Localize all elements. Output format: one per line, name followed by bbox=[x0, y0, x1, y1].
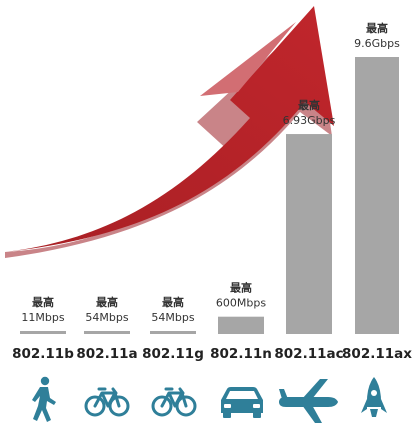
bar-802.11b bbox=[20, 331, 66, 334]
speed-label: 54Mbps bbox=[151, 311, 194, 324]
bar-802.11a bbox=[84, 331, 130, 334]
bicycle-icon bbox=[151, 387, 197, 417]
speed-label: 6.93Gbps bbox=[283, 114, 336, 127]
standard-label: 802.11ax bbox=[342, 346, 412, 362]
standard-labels: 802.11b 802.11a 802.11g 802.11n 802.11ac802.… bbox=[12, 346, 412, 362]
growth-arrow-body bbox=[5, 6, 334, 252]
standard-label: 802.11b bbox=[12, 346, 74, 362]
bar-802.11n bbox=[218, 316, 264, 334]
caption-prefix: 最高 bbox=[366, 21, 388, 35]
caption-prefix: 最高 bbox=[230, 281, 252, 295]
standard-label: 802.11a bbox=[76, 346, 137, 362]
icons-row bbox=[32, 376, 387, 423]
caption-prefix: 最高 bbox=[96, 295, 118, 309]
standard-label: 802.11g bbox=[142, 346, 204, 362]
growth-arrow bbox=[5, 6, 334, 258]
airplane-icon bbox=[279, 379, 338, 423]
growth-arrow-highlight bbox=[200, 22, 296, 96]
bar-802.11g bbox=[150, 331, 196, 334]
bicycle-icon bbox=[84, 387, 130, 417]
standard-label: 802.11n bbox=[210, 346, 272, 362]
caption-prefix: 最高 bbox=[298, 98, 320, 112]
caption-prefix: 最高 bbox=[32, 295, 54, 309]
bar-802.11ax bbox=[355, 57, 399, 334]
standard-label: 802.11ac bbox=[274, 346, 343, 362]
speed-captions: 最高 11Mbps 最高 54Mbps 最高 54Mbps 最高 600Mbps 最高 6.93G… bbox=[21, 21, 400, 324]
speed-label: 9.6Gbps bbox=[354, 37, 400, 50]
speed-label: 11Mbps bbox=[21, 311, 64, 324]
bar-802.11ac bbox=[286, 134, 332, 334]
caption-prefix: 最高 bbox=[162, 295, 184, 309]
rocket-icon bbox=[361, 377, 387, 417]
speed-label: 600Mbps bbox=[216, 297, 266, 310]
bars bbox=[20, 57, 399, 334]
speed-label: 54Mbps bbox=[85, 311, 128, 324]
car-icon bbox=[221, 387, 263, 418]
walking-person-icon bbox=[32, 376, 56, 422]
